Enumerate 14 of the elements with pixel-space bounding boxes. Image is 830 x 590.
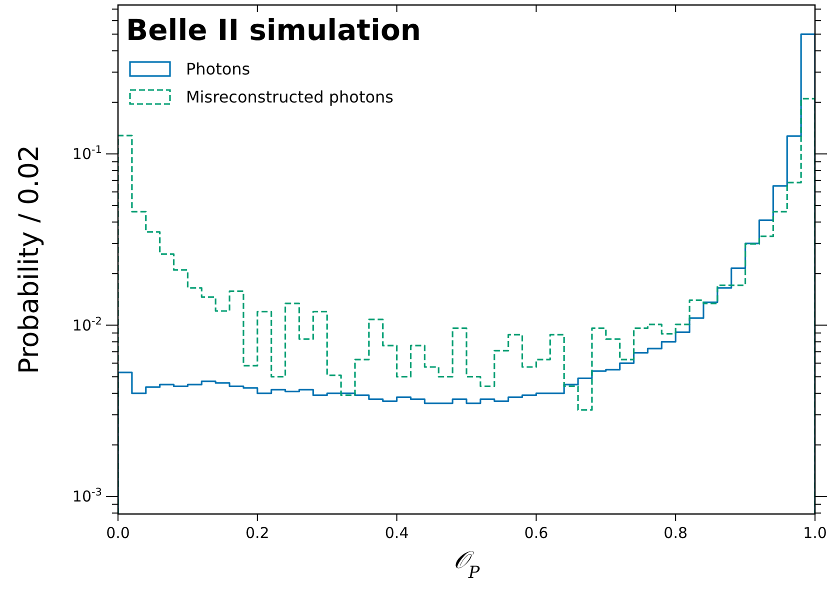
x-tick-label: 0.2	[245, 524, 270, 542]
x-tick-label: 0.4	[384, 524, 409, 542]
x-axis-title: 𝒪$_{P}$	[453, 546, 480, 582]
chart-title: Belle II simulation	[126, 13, 422, 47]
x-tick-label: 0.0	[106, 524, 130, 542]
y-tick-label: 10$^{-2}$	[72, 315, 102, 334]
y-tick-label: 10$^{-1}$	[72, 144, 102, 164]
x-tick-label: 1.0	[803, 524, 827, 542]
x-tick-label: 0.6	[524, 524, 548, 542]
legend-label: Misreconstructed photons	[186, 88, 394, 107]
x-tick-label: 0.8	[664, 524, 688, 542]
y-axis-title: Probability / 0.02	[14, 144, 45, 374]
legend-label: Photons	[186, 60, 250, 79]
y-tick-label: 10$^{-3}$	[72, 486, 102, 506]
